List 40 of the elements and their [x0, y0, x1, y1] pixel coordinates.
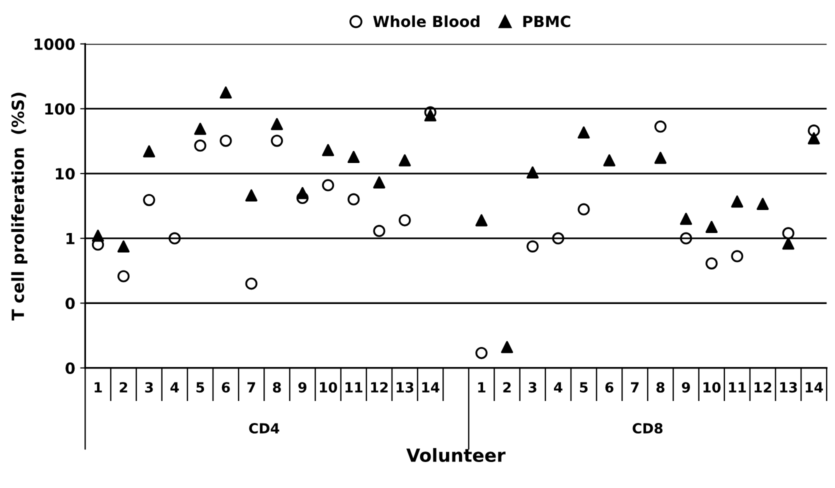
legend-label: PBMC [523, 16, 570, 28]
x-tick-label: 14 [806, 382, 823, 392]
x-tick-label: 4 [170, 382, 179, 392]
legend-label: Whole Blood [373, 15, 480, 28]
x-tick-label: 7 [247, 382, 256, 392]
text: CD4 [249, 423, 280, 434]
x-tick-label: 3 [145, 382, 153, 393]
y-tick-label: 0 [66, 362, 75, 374]
y-tick-label: 1 [66, 233, 74, 244]
x-tick-label: 10 [320, 382, 338, 393]
x-axis-title: Volunteer [406, 448, 506, 462]
y-tick-label: 0 [66, 298, 75, 310]
x-tick-label: 9 [298, 382, 306, 393]
x-tick-label: 13 [396, 382, 414, 393]
x-tick-label: 4 [554, 382, 562, 392]
x-tick-label: 12 [371, 382, 388, 392]
y-tick-label: 100 [45, 103, 75, 115]
x-tick-label: 2 [503, 382, 511, 392]
x-tick-label: 1 [478, 382, 486, 392]
x-tick-label: 2 [120, 382, 128, 392]
x-tick-label: 9 [682, 382, 690, 393]
x-tick-label: 7 [630, 382, 639, 392]
text: CD8 [632, 423, 663, 434]
y-tick-label: 10 [56, 168, 75, 180]
x-tick-label: 11 [729, 382, 746, 392]
x-tick-label: 14 [422, 382, 440, 392]
x-tick-label: 1 [94, 382, 102, 392]
x-tick-label: 10 [703, 382, 721, 393]
x-tick-label: 13 [780, 382, 797, 393]
x-tick-label: 8 [656, 382, 664, 393]
x-tick-label: 5 [580, 382, 588, 393]
x-tick-label: 6 [222, 382, 230, 393]
x-tick-label: 12 [754, 382, 772, 392]
y-axis-title: T cell proliferation (%S) [11, 92, 28, 320]
x-tick-label: 5 [196, 382, 204, 393]
x-tick-label: 3 [528, 382, 536, 393]
x-tick-label: 6 [605, 382, 614, 393]
x-tick-label: 11 [346, 382, 362, 392]
x-tick-label: 8 [272, 382, 281, 393]
y-tick-label: 1000 [34, 38, 75, 50]
